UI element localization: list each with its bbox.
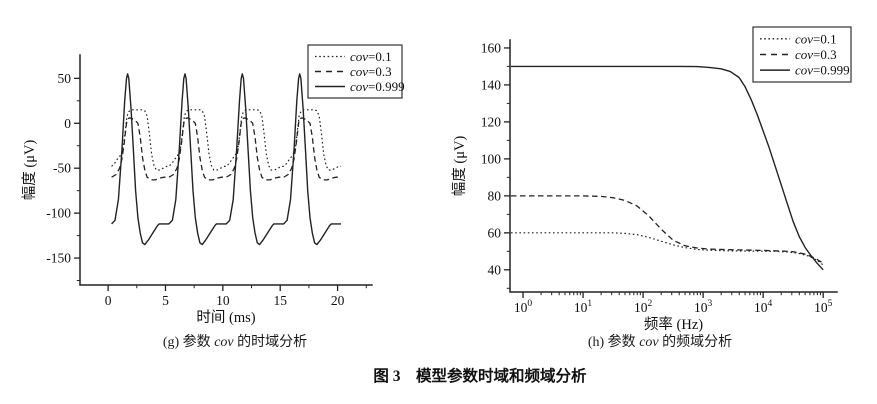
y-tick-label: 40 <box>488 262 502 277</box>
subcaption-h-var: cov <box>639 335 659 350</box>
x-tick-label: 105 <box>814 299 833 315</box>
y-tick-label: 60 <box>488 225 502 240</box>
x-tick-label: 10 <box>216 293 230 308</box>
y-tick-label: 0 <box>64 116 71 131</box>
x-tick-label: 20 <box>331 293 345 308</box>
series-cov-0-999 <box>111 73 341 246</box>
x-axis-title: 时间 (ms) <box>196 309 255 326</box>
x-tick-label: 102 <box>634 299 653 315</box>
subcaption-g-var: cov <box>214 335 234 350</box>
y-tick-label: -100 <box>46 206 71 221</box>
freq-domain-chart: 100 101 102 103 104 105 160 140 120 100 80 60 40 频率 (… <box>451 26 852 332</box>
x-tick-label: 5 <box>162 293 169 308</box>
subcaption-h-prefix: (h) 参数 <box>587 335 640 350</box>
subcaption-h: (h) 参数 cov 的频域分析 <box>480 334 840 352</box>
y-tick-label: -50 <box>53 161 71 176</box>
y-tick-label: 80 <box>488 188 502 203</box>
y-tick-label: -150 <box>46 251 71 266</box>
subcaption-h-suffix: 的频域分析 <box>658 335 733 350</box>
x-axis-title: 频率 (Hz) <box>644 316 703 332</box>
x-tick-label: 104 <box>754 299 773 315</box>
subcaption-g-suffix: 的时域分析 <box>233 335 308 350</box>
x-tick-label: 0 <box>105 293 112 308</box>
legend-label-cov-0-1: cov=0.1 <box>350 49 392 64</box>
y-axis-title: 幅度 (μV) <box>21 140 38 201</box>
subcaption-g-prefix: (g) 参数 <box>162 335 215 350</box>
legend-box <box>307 44 403 99</box>
x-tick-label: 15 <box>273 293 287 308</box>
y-tick-label: 100 <box>481 151 502 166</box>
subcaption-g: (g) 参数 cov 的时域分析 <box>60 334 410 352</box>
series-cov-0-3 <box>111 117 341 181</box>
x-tick-label: 100 <box>514 299 533 315</box>
time-domain-chart: 0 5 10 15 20 50 0 -50 -100 -150 时间 (ms) 幅度 (μV) cov=… <box>21 44 405 326</box>
legend-label-cov-0-1: cov=0.1 <box>795 31 837 46</box>
y-tick-label: 140 <box>481 77 502 92</box>
legend-box <box>752 26 852 83</box>
legend-label-cov-0-999: cov=0.999 <box>350 79 405 94</box>
figure-main-caption: 图 3 模型参数时域和频域分析 <box>373 368 587 385</box>
axis-frame <box>509 39 838 293</box>
series-cov-0-999 <box>511 65 824 271</box>
y-tick-label: 50 <box>58 71 72 86</box>
series-cov-0-1 <box>111 109 341 171</box>
x-tick-label: 103 <box>694 299 713 315</box>
x-tick-label: 101 <box>574 299 593 315</box>
legend-label-cov-0-3: cov=0.3 <box>795 47 837 62</box>
y-axis-title: 幅度 (μV) <box>451 136 468 197</box>
legend-label-cov-0-3: cov=0.3 <box>350 64 392 79</box>
axis-frame <box>79 54 373 286</box>
series-cov-0-1 <box>511 232 824 266</box>
y-tick-label: 160 <box>481 40 502 55</box>
y-tick-label: 120 <box>481 114 502 129</box>
series-cov-0-3 <box>511 195 824 264</box>
legend-label-cov-0-999: cov=0.999 <box>795 63 850 78</box>
